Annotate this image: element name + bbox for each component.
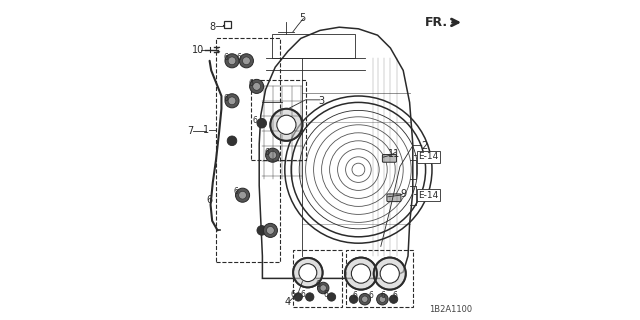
Circle shape [294, 293, 303, 301]
Circle shape [227, 136, 237, 146]
Text: 6: 6 [290, 290, 295, 299]
Text: 6: 6 [264, 148, 269, 156]
Text: 6: 6 [223, 53, 228, 62]
Circle shape [225, 94, 239, 108]
Text: 6: 6 [381, 291, 386, 300]
Polygon shape [380, 264, 399, 283]
Bar [216, 38, 280, 262]
Circle shape [376, 293, 388, 305]
Circle shape [257, 118, 267, 128]
Circle shape [269, 151, 276, 159]
Circle shape [359, 293, 371, 305]
Polygon shape [374, 258, 406, 290]
Text: E-14: E-14 [419, 152, 439, 161]
Text: 3: 3 [319, 96, 324, 106]
Circle shape [264, 223, 278, 237]
Circle shape [253, 83, 260, 90]
Text: 6: 6 [352, 291, 357, 300]
Polygon shape [299, 264, 317, 282]
Text: 6: 6 [369, 291, 374, 300]
Text: 5: 5 [300, 12, 305, 23]
Circle shape [239, 191, 246, 199]
Text: 6: 6 [301, 290, 306, 299]
Text: FR.: FR. [425, 16, 448, 29]
Polygon shape [351, 264, 371, 283]
Text: 6: 6 [393, 291, 397, 300]
Circle shape [250, 79, 264, 93]
Text: 6: 6 [248, 79, 253, 88]
Text: 6: 6 [316, 280, 320, 289]
Circle shape [228, 97, 236, 105]
Text: 6: 6 [223, 94, 228, 103]
Text: E-14: E-14 [419, 191, 439, 200]
Polygon shape [345, 258, 377, 290]
Circle shape [239, 54, 253, 68]
Bar [224, 21, 231, 28]
Circle shape [266, 148, 280, 162]
Circle shape [228, 57, 236, 65]
Text: 8: 8 [210, 22, 216, 32]
Polygon shape [271, 109, 302, 141]
Text: 2: 2 [421, 140, 427, 151]
Text: 6: 6 [207, 195, 212, 205]
Circle shape [257, 226, 267, 235]
FancyBboxPatch shape [387, 194, 401, 202]
Text: 1B2A1100: 1B2A1100 [429, 305, 472, 314]
Polygon shape [293, 258, 323, 287]
Text: 10: 10 [192, 44, 205, 55]
Circle shape [317, 282, 329, 294]
Text: 6: 6 [323, 290, 328, 299]
Circle shape [225, 54, 239, 68]
Text: 6: 6 [234, 188, 239, 196]
Text: 6: 6 [253, 116, 258, 124]
Text: 9: 9 [400, 188, 406, 199]
FancyBboxPatch shape [383, 155, 397, 162]
Polygon shape [277, 115, 296, 134]
Text: 7: 7 [188, 126, 193, 136]
Circle shape [349, 295, 358, 303]
Circle shape [362, 296, 368, 302]
Text: 6: 6 [237, 53, 242, 62]
Bar [346, 250, 413, 307]
Bar [251, 80, 306, 160]
Circle shape [380, 296, 385, 302]
Text: 4: 4 [285, 297, 291, 308]
Circle shape [306, 293, 314, 301]
Circle shape [389, 295, 398, 303]
Bar [292, 250, 342, 307]
Text: 1: 1 [204, 124, 209, 135]
Circle shape [327, 293, 336, 301]
Text: 11: 11 [387, 148, 400, 159]
Circle shape [320, 285, 326, 291]
Circle shape [266, 227, 275, 234]
Circle shape [236, 188, 250, 202]
Circle shape [243, 57, 250, 65]
